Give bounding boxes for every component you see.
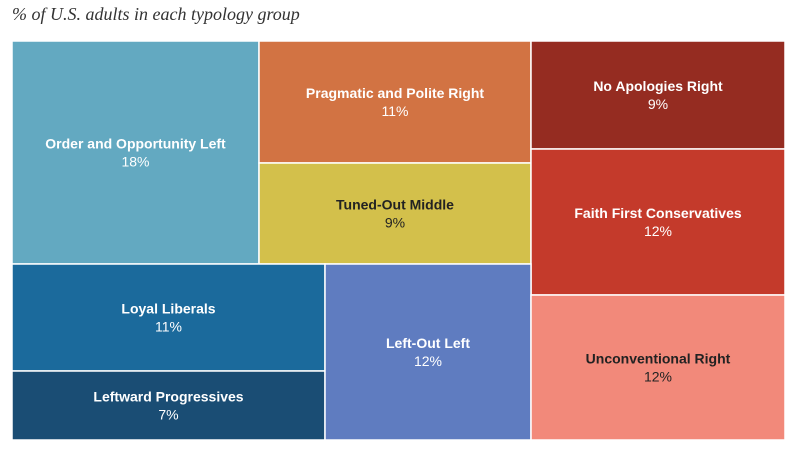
tile-label-faith-first-conservatives: Faith First Conservatives <box>574 205 741 221</box>
tile-value-leftward-progressives: 7% <box>158 407 178 423</box>
tile-label-leftward-progressives: Leftward Progressives <box>93 389 243 405</box>
tile-value-order-and-opportunity-left: 18% <box>121 154 149 170</box>
tile-value-no-apologies-right: 9% <box>648 96 668 112</box>
tile-label-tuned-out-middle: Tuned-Out Middle <box>336 197 454 213</box>
tile-label-pragmatic-and-polite-right: Pragmatic and Polite Right <box>306 85 484 101</box>
tile-tuned-out-middle <box>258 162 532 265</box>
tile-value-unconventional-right: 12% <box>644 369 672 385</box>
tile-label-unconventional-right: Unconventional Right <box>586 351 731 367</box>
tile-pragmatic-and-polite-right <box>258 40 532 164</box>
tile-value-loyal-liberals: 11% <box>155 319 182 335</box>
tile-no-apologies-right <box>530 40 786 150</box>
tile-label-order-and-opportunity-left: Order and Opportunity Left <box>45 136 226 152</box>
tile-loyal-liberals <box>11 263 326 372</box>
tile-label-left-out-left: Left-Out Left <box>386 335 470 351</box>
tile-label-no-apologies-right: No Apologies Right <box>593 78 723 94</box>
tile-leftward-progressives <box>11 370 326 441</box>
tile-faith-first-conservatives <box>530 148 786 296</box>
chart-subtitle: % of U.S. adults in each typology group <box>12 4 300 24</box>
tile-value-tuned-out-middle: 9% <box>385 215 405 231</box>
tile-value-left-out-left: 12% <box>414 353 442 369</box>
tile-label-loyal-liberals: Loyal Liberals <box>121 301 215 317</box>
tile-value-faith-first-conservatives: 12% <box>644 223 672 239</box>
tile-order-and-opportunity-left <box>11 40 260 265</box>
tile-unconventional-right <box>530 294 786 441</box>
tile-left-out-left <box>324 263 532 441</box>
tile-value-pragmatic-and-polite-right: 11% <box>382 103 409 119</box>
